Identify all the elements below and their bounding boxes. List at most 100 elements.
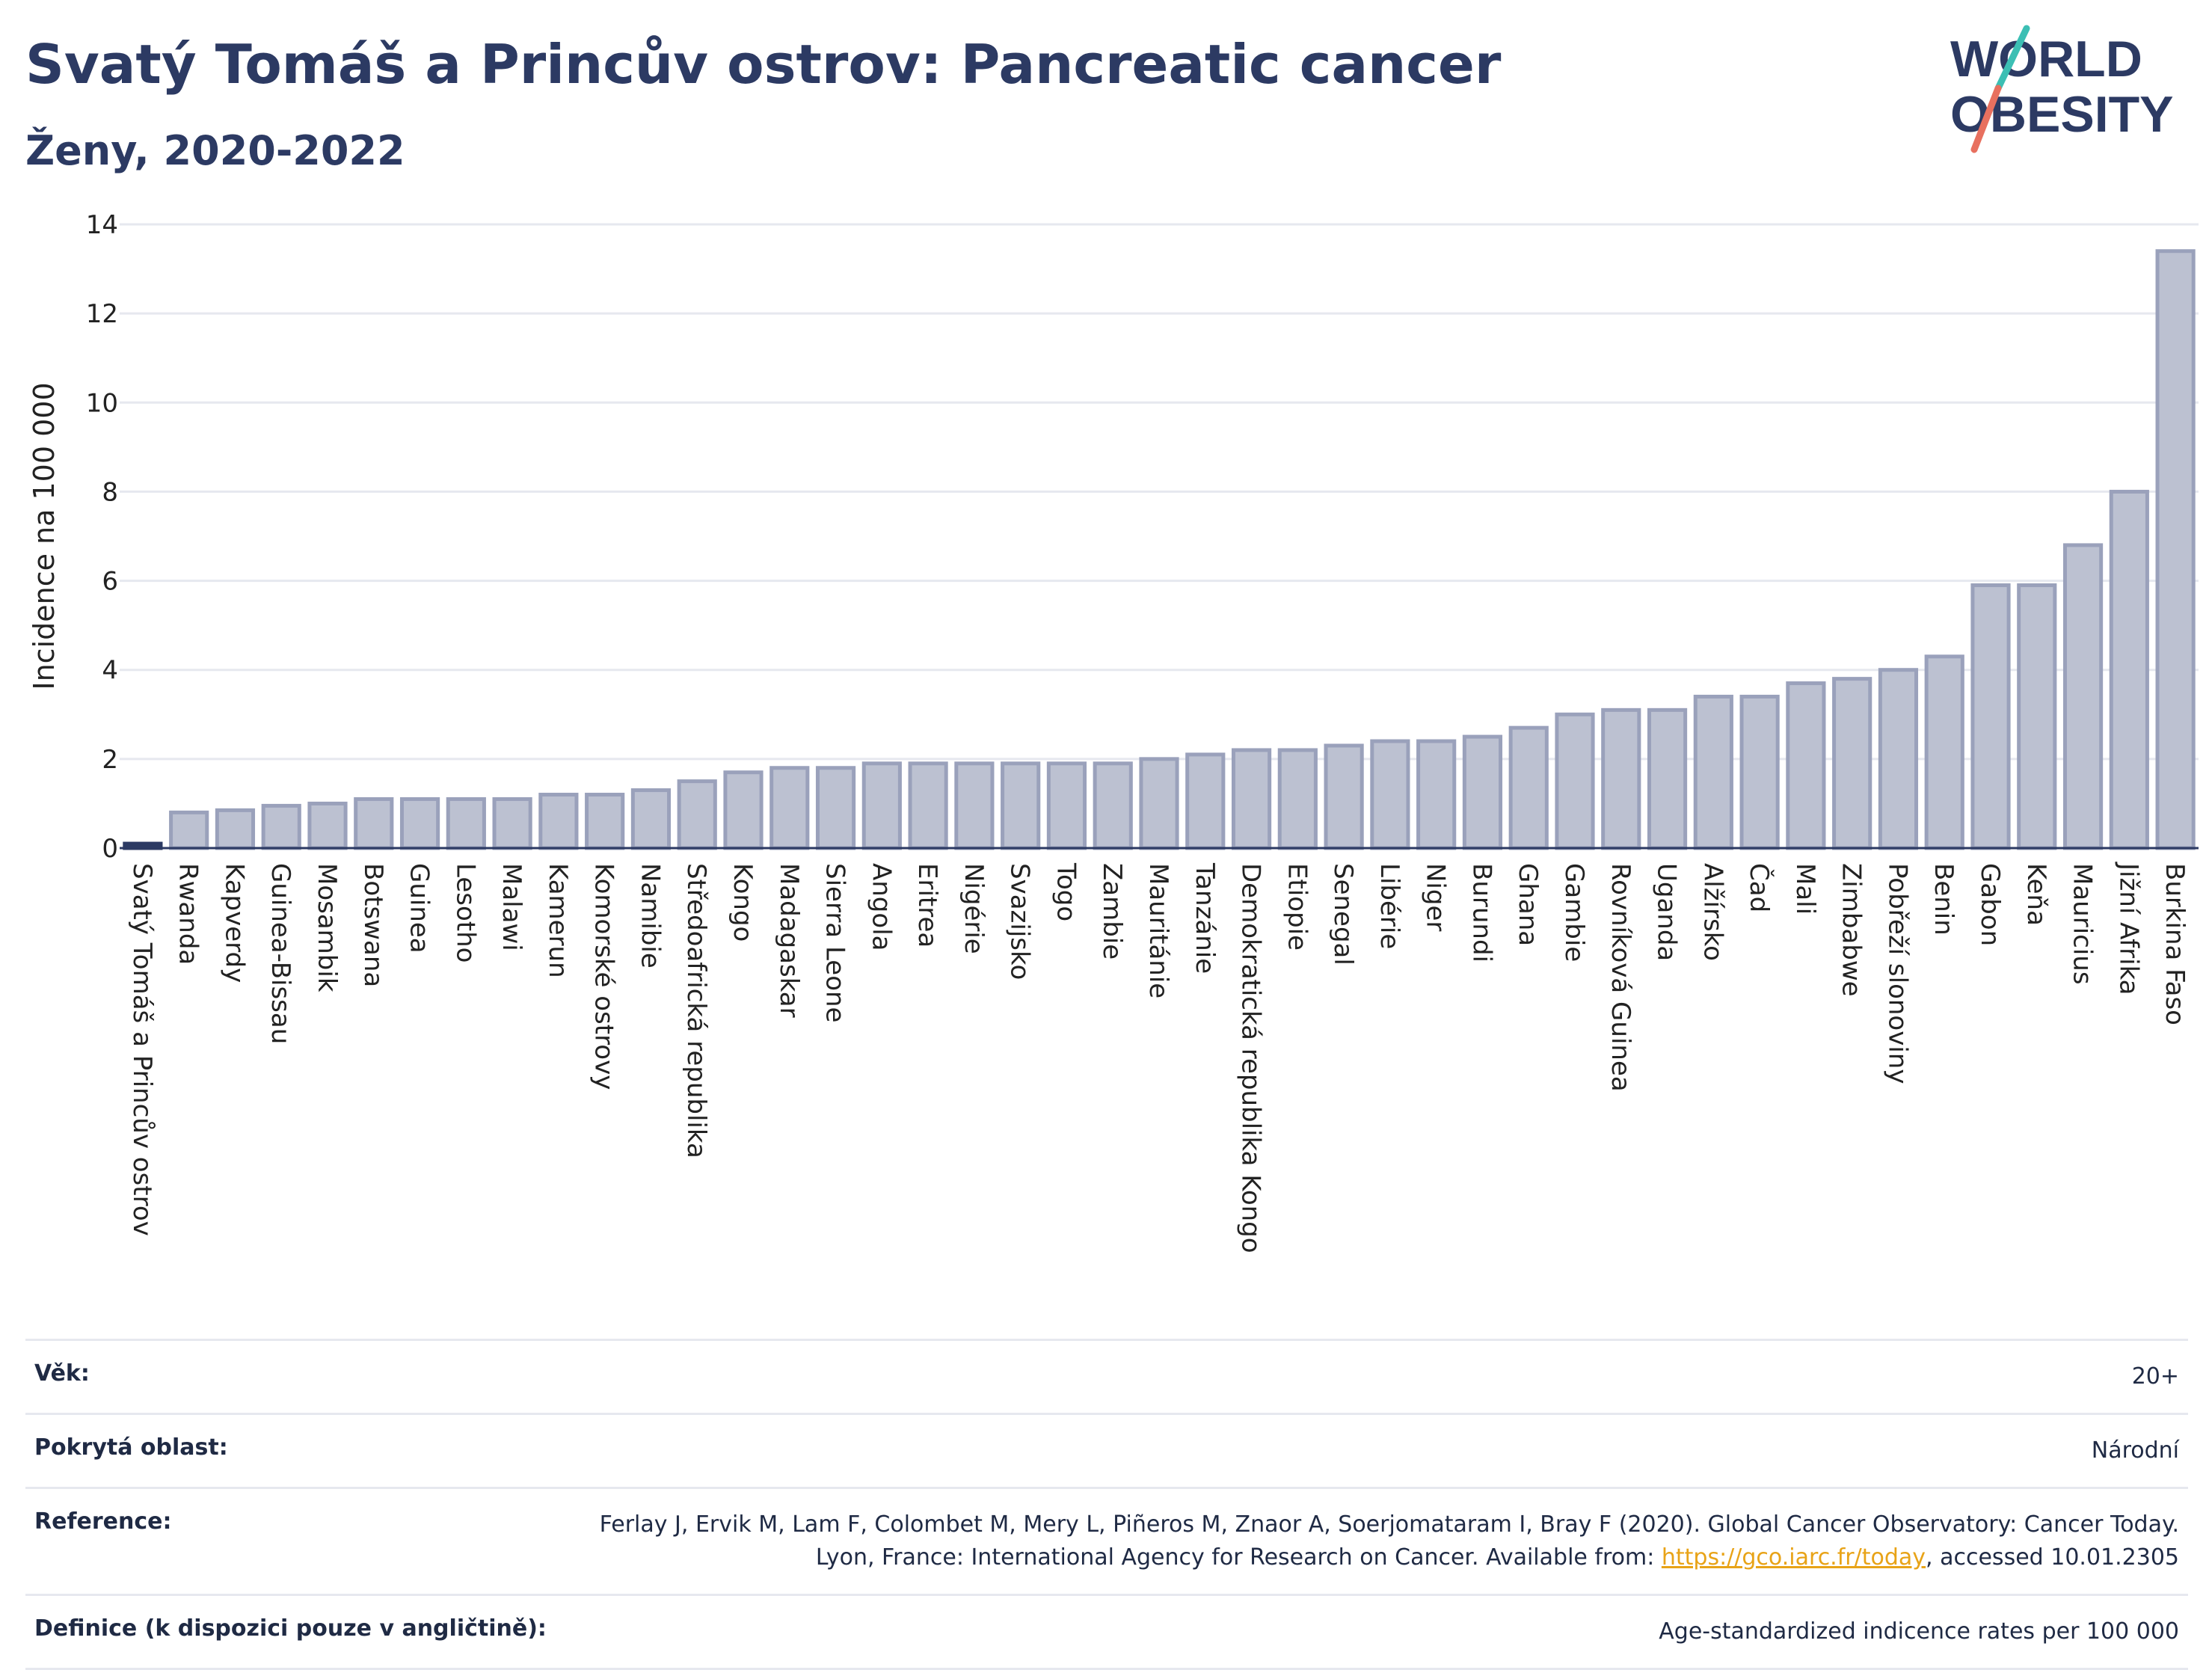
bar — [1139, 757, 1179, 850]
reference-link[interactable]: https://gco.iarc.fr/today — [1661, 1544, 1926, 1571]
x-tick-label: Etiopie — [1282, 863, 1312, 951]
x-tick-label: Nigérie — [959, 863, 989, 954]
bar — [677, 779, 717, 850]
y-tick-label: 2 — [102, 745, 118, 775]
x-tick-label: Guinea-Bissau — [265, 863, 295, 1044]
x-tick-label: Libérie — [1374, 863, 1404, 949]
bar — [954, 761, 995, 850]
bar-chart: 0 2 4 6 8 10 12 14 Svatý Tomáš a Princův ostrov… — [28, 210, 2199, 1253]
logo-slash-top — [1994, 25, 2030, 92]
x-tick-label: Mauricius — [2068, 863, 2098, 985]
bar — [1647, 707, 1688, 850]
bar — [1924, 654, 1964, 850]
x-tick-label: Senegal — [1328, 863, 1358, 966]
y-tick-label: 6 — [102, 567, 118, 597]
bar — [261, 803, 301, 850]
x-tick-label: Alžírsko — [1698, 863, 1727, 961]
x-axis-ticks: Svatý Tomáš a Princův ostrov Rwanda Kapver… — [127, 862, 2190, 1253]
bar — [307, 801, 348, 850]
bar — [1693, 694, 1733, 850]
x-tick-label: Uganda — [1652, 863, 1682, 961]
bar — [215, 808, 256, 850]
bar — [723, 770, 764, 850]
x-tick-label: Komorské ostrovy — [589, 863, 619, 1090]
x-tick-label: Benin — [1929, 863, 1958, 936]
bar — [1231, 748, 1272, 850]
x-tick-label: Togo — [1051, 862, 1081, 921]
bar — [1277, 748, 1318, 850]
info-row-definition: Definice (k dispozici pouze v angličtině… — [25, 1594, 2188, 1670]
logo-slash-bottom — [1970, 85, 2002, 153]
bar — [1739, 694, 1780, 850]
bar — [908, 761, 948, 850]
world-obesity-logo: WORLD OBESITY — [1950, 25, 2174, 153]
x-tick-label: Gambie — [1559, 863, 1589, 962]
bar — [2155, 249, 2196, 850]
info-row-reference: Reference: Ferlay J, Ervik M, Lam F, Col… — [25, 1487, 2188, 1594]
y-tick-label: 4 — [102, 656, 118, 686]
bar — [538, 793, 579, 850]
x-tick-label: Malawi — [497, 863, 526, 951]
x-tick-label: Svazijsko — [1005, 863, 1035, 980]
bar — [1786, 681, 1826, 850]
x-tick-label: Pobřeží slonoviny — [1882, 863, 1912, 1084]
bar — [1046, 761, 1087, 850]
info-key-age: Věk: — [34, 1360, 90, 1387]
y-tick-label: 14 — [86, 210, 118, 240]
info-value-definition: Age-standardized indicence rates per 100… — [1659, 1618, 2179, 1645]
bar — [1462, 734, 1503, 850]
x-tick-label: Eritrea — [912, 863, 942, 948]
bar — [1601, 707, 1641, 850]
x-tick-label: Kamerun — [543, 863, 573, 978]
x-tick-label: Lesotho — [450, 863, 480, 963]
x-tick-label: Madagaskar — [774, 863, 804, 1018]
info-value-age: 20+ — [2131, 1363, 2179, 1390]
x-tick-label: Guinea — [405, 863, 434, 954]
x-tick-label: Zimbabwe — [1837, 863, 1867, 997]
x-tick-label: Mosambik — [312, 863, 342, 992]
bar — [1970, 583, 2011, 850]
bar — [1185, 752, 1226, 850]
x-tick-label: Angola — [866, 863, 896, 951]
bar — [585, 793, 625, 850]
info-key-coverage: Pokrytá oblast: — [34, 1434, 228, 1461]
bar — [861, 761, 902, 850]
x-tick-label: Sierra Leone — [820, 863, 850, 1022]
info-value-coverage: Národní — [2091, 1437, 2179, 1464]
bar — [2109, 489, 2149, 850]
x-tick-label: Mali — [1790, 863, 1820, 915]
chart-title: Svatý Tomáš a Princův ostrov: Pancreatic… — [25, 33, 1502, 96]
bar — [769, 766, 810, 850]
chart-subtitle: Ženy, 2020-2022 — [25, 127, 405, 174]
x-tick-label: Botswana — [358, 863, 388, 987]
x-tick-label: Tanzánie — [1190, 862, 1220, 974]
x-tick-label: Zambie — [1097, 863, 1127, 960]
info-key-definition: Definice (k dispozici pouze v angličtině… — [34, 1615, 547, 1642]
bar — [446, 796, 486, 850]
x-tick-label: Niger — [1421, 863, 1451, 931]
y-axis-label: Incidence na 100 000 — [28, 382, 61, 690]
y-tick-label: 12 — [86, 299, 118, 329]
y-axis-ticks: 0 2 4 6 8 10 12 14 — [86, 210, 118, 864]
bar — [2017, 583, 2057, 850]
y-tick-label: 8 — [102, 477, 118, 507]
bar — [1508, 725, 1549, 850]
logo-line1: WORLD — [1950, 31, 2142, 88]
x-tick-label: Keňa — [2021, 863, 2051, 926]
info-row-age: Věk: 20+ — [25, 1339, 2188, 1413]
x-tick-label: Kapverdy — [219, 863, 249, 983]
x-tick-label: Burkina Faso — [2160, 863, 2190, 1025]
bar — [1416, 739, 1457, 850]
bar — [1370, 739, 1410, 850]
x-tick-label: Čad — [1744, 863, 1775, 912]
reference-text: Ferlay J, Ervik M, Lam F, Colombet M, Me… — [599, 1511, 2179, 1571]
x-tick-label: Svatý Tomáš a Princův ostrov — [127, 863, 157, 1236]
y-tick-label: 10 — [86, 388, 118, 418]
reference-accessed: , accessed 10.01.2305 — [1926, 1544, 2179, 1571]
bar — [630, 788, 672, 850]
info-row-coverage: Pokrytá oblast: Národní — [25, 1413, 2188, 1487]
x-tick-label: Rovníková Guinea — [1606, 863, 1635, 1092]
bar — [1555, 712, 1595, 850]
bar — [1878, 668, 1919, 850]
x-tick-label: Ghana — [1513, 863, 1543, 946]
